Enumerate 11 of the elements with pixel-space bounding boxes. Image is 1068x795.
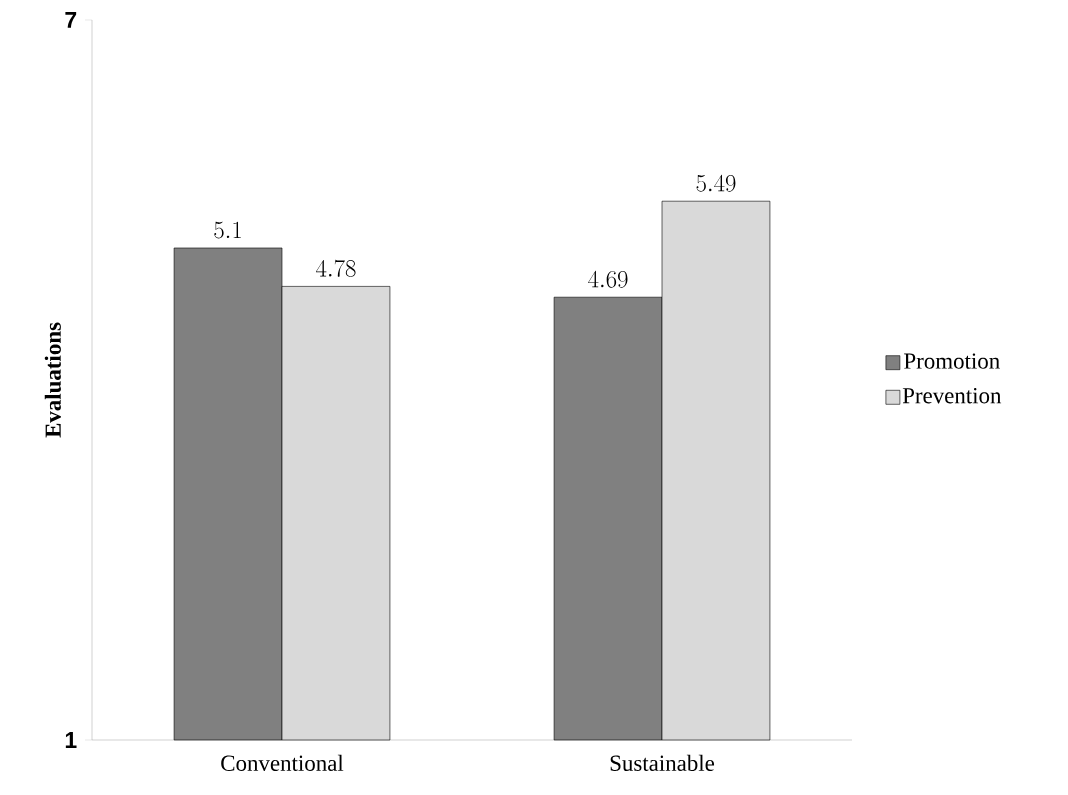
data-label: 5. 1	[214, 221, 241, 239]
y-tick-label: 7	[65, 12, 77, 28]
y-tick-label: 1	[65, 732, 77, 748]
data-label: 5.49	[696, 174, 736, 192]
y-axis-title: Evaluations	[44, 322, 61, 438]
data-label: 4.69	[588, 270, 628, 288]
legend-label: Prevention	[902, 387, 1002, 404]
legend-label: Promotion	[904, 353, 1000, 369]
x-tick-label: Conventional	[221, 754, 344, 771]
x-tick-label: Sustainable	[610, 754, 715, 771]
data-label: 4.78	[316, 259, 356, 277]
